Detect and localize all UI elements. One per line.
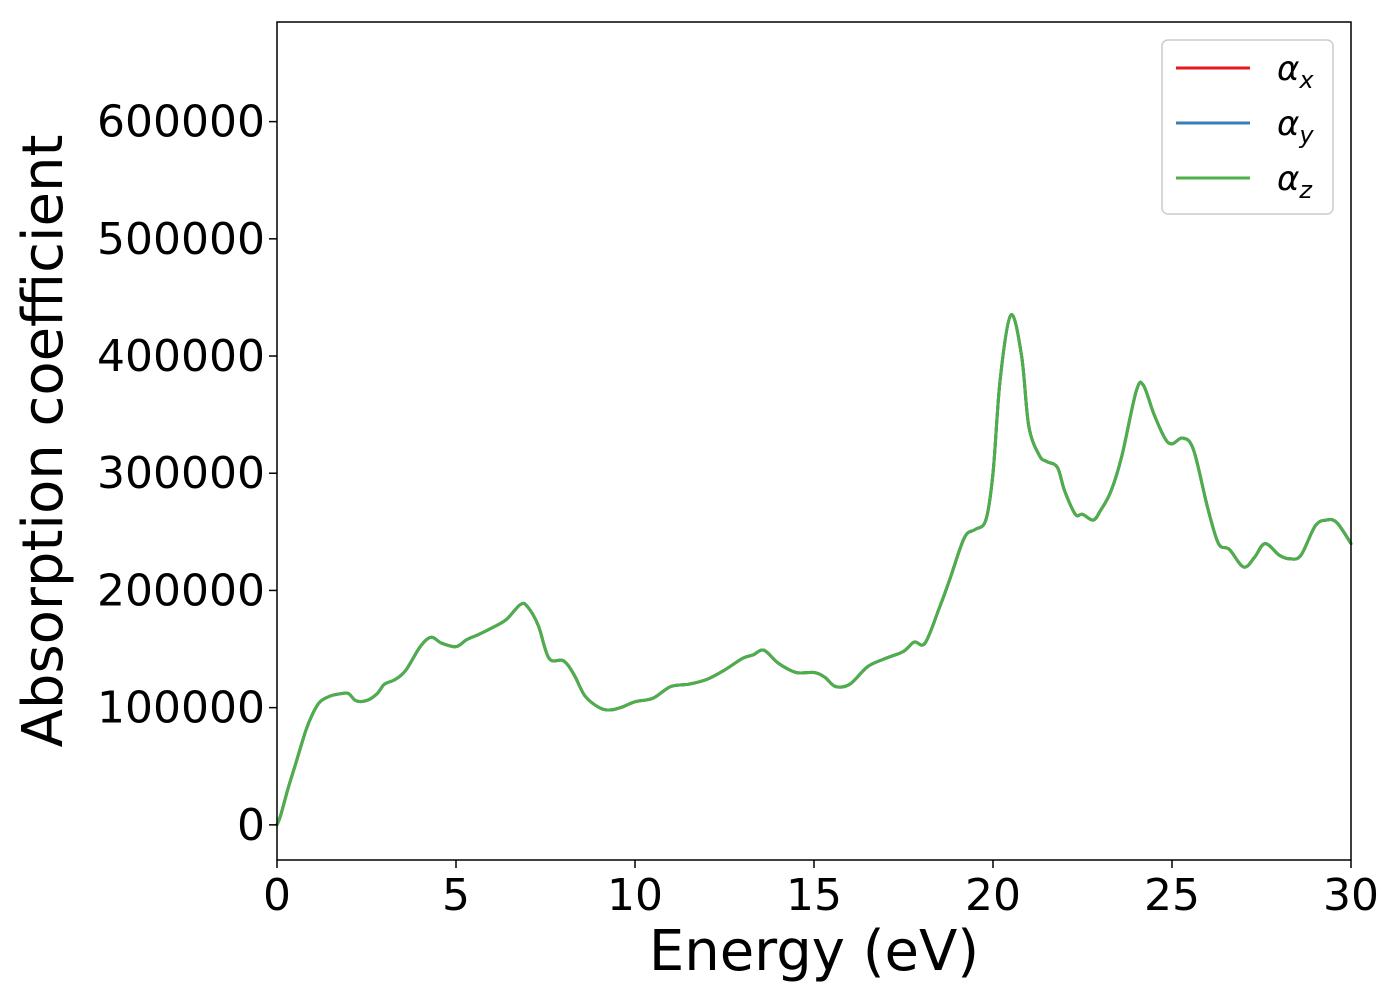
x-tick-label: 25 <box>1144 870 1200 921</box>
y-tick-label: 0 <box>237 800 265 851</box>
legend-label-y: αy <box>1277 104 1314 149</box>
x-tick-label: 5 <box>442 870 470 921</box>
legend-box <box>1161 39 1334 215</box>
legend-entries: αx αy αz <box>1176 49 1314 204</box>
series-line-z <box>275 313 1353 827</box>
x-tick-label: 30 <box>1323 870 1379 921</box>
x-tick-label: 0 <box>263 870 291 921</box>
y-tick-label: 100000 <box>97 683 265 734</box>
y-tick-label: 200000 <box>97 565 265 616</box>
y-tick-label: 500000 <box>97 214 265 265</box>
x-tick-label: 15 <box>786 870 842 921</box>
y-axis-ticks: 0 100000 200000 300000 400000 500000 600000 <box>97 97 277 851</box>
legend-label-x: αx <box>1277 49 1314 94</box>
x-tick-label: 10 <box>607 870 663 921</box>
y-tick-label: 400000 <box>97 331 265 382</box>
legend-label-z: αz <box>1277 159 1313 204</box>
x-tick-label: 20 <box>965 870 1021 921</box>
x-axis-label: Energy (eV) <box>649 919 979 984</box>
legend: αx αy αz <box>1161 39 1334 215</box>
y-tick-label: 300000 <box>97 448 265 499</box>
y-tick-label: 600000 <box>97 97 265 148</box>
x-axis-ticks: 0 5 10 15 20 25 30 <box>263 860 1379 921</box>
series-layer <box>275 313 1353 827</box>
y-axis-label: Absorption coefficient <box>11 135 76 748</box>
